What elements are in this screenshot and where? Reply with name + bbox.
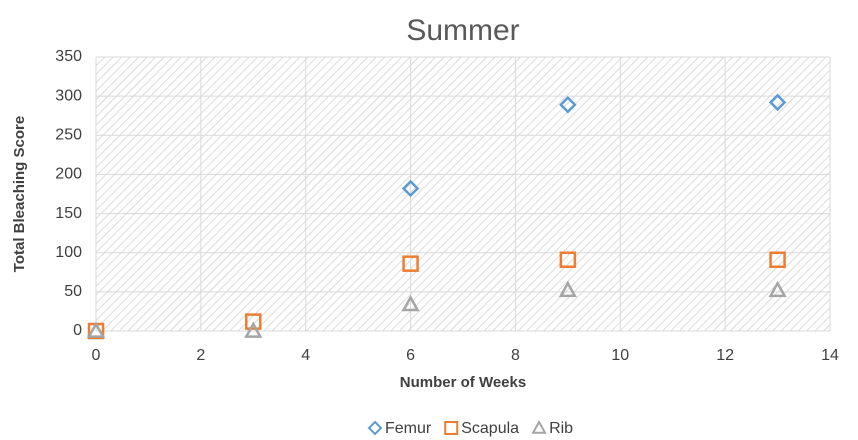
y-tick-label: 200 [55,166,82,183]
point [245,313,262,330]
chart-title: Summer [406,14,519,47]
y-tick-label: 300 [55,87,82,104]
point [768,280,787,298]
legend-marker [367,420,383,436]
legend-label: Scapula [461,420,519,437]
point [86,321,106,338]
legend-label: Femur [385,420,432,437]
x-tick-label: 2 [196,347,205,364]
y-tick-label: 0 [73,322,82,339]
y-tick-label: 150 [55,205,82,222]
x-tick-label: 12 [716,347,734,364]
x-axis-title: Number of Weeks [400,374,526,391]
y-tick-label: 100 [55,244,82,261]
point [401,179,420,198]
point [244,321,263,338]
point [559,251,577,269]
y-axis-title: Total Bleaching Score [11,116,28,272]
point [768,93,787,112]
x-tick-label: 10 [611,347,629,364]
point [401,294,420,312]
x-tick-label: 6 [406,347,415,364]
plot-area [96,57,830,331]
legend-marker [531,419,547,434]
point [558,280,577,298]
y-tick-label: 50 [64,283,82,300]
x-tick-label: 14 [821,347,839,364]
y-tick-label: 250 [55,127,82,144]
point [402,255,419,272]
x-tick-label: 8 [511,347,520,364]
y-tick-label: 350 [55,48,82,65]
x-tick-label: 0 [92,347,101,364]
point [559,95,577,114]
x-tick-label: 4 [301,347,310,364]
point [769,251,786,269]
legend-label: Rib [549,420,573,437]
legend-marker [444,421,459,435]
